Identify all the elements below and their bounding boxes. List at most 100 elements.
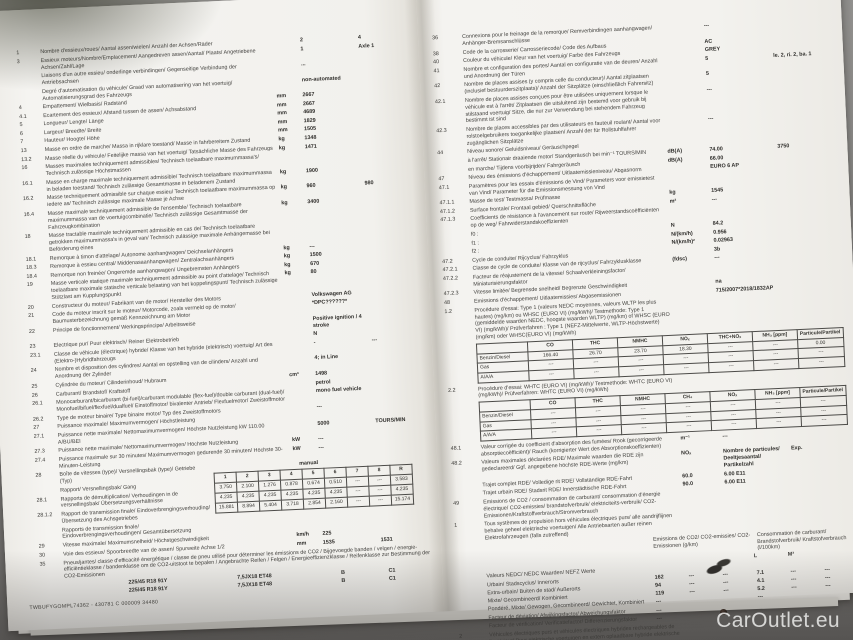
- row-value: 80: [310, 269, 317, 276]
- coc-page-left: 1 Nombre d'essieux/roues/ Aantal assen/wi…: [0, 0, 445, 632]
- row-value-2: Exp.: [790, 445, 803, 452]
- row-number: 28: [35, 472, 42, 480]
- row-number: 47: [438, 176, 445, 183]
- row-number: 38: [432, 50, 439, 57]
- row-value: non-automated: [301, 75, 341, 83]
- row-number: 48: [443, 299, 451, 307]
- row-number: 40: [433, 59, 440, 66]
- row-number: [438, 158, 468, 159]
- table-row-label: A/A/A: [480, 428, 532, 441]
- fuel-value: ---: [824, 574, 831, 581]
- row-number: 5: [19, 122, 23, 129]
- row-number: 4: [18, 105, 22, 112]
- row-unit: (fdsc): [672, 256, 688, 264]
- row-number: 27.4: [34, 457, 46, 464]
- row-unit: mm: [277, 127, 288, 134]
- row-number: 13: [20, 147, 27, 155]
- row-number: 7: [20, 139, 24, 146]
- row-value: 1535: [322, 538, 335, 546]
- row-number: 1.2: [444, 308, 453, 315]
- row-unit: [290, 388, 316, 389]
- row-number: 42: [434, 83, 441, 90]
- row-number: 47.2.3: [443, 290, 459, 298]
- row-number: 20: [27, 304, 34, 311]
- row-unit: dB(A): [667, 156, 683, 164]
- table-cell: 2.854: [303, 498, 326, 510]
- row-unit: mm: [277, 110, 288, 117]
- row-value-2: TOURS/MIN: [375, 416, 406, 425]
- row-number: 23: [29, 344, 36, 351]
- watermark-caroutlet: CarOutlet.eu: [716, 609, 840, 632]
- table-cell: ---: [798, 356, 845, 369]
- row-value: 5: [705, 55, 709, 62]
- row-number: 13.2: [20, 156, 32, 163]
- row-unit: mm: [277, 118, 288, 126]
- row-unit: 90.0: [682, 481, 694, 488]
- desk-dot: [720, 609, 727, 615]
- row-number: 47.2.2: [442, 275, 459, 283]
- co2-value: ---: [688, 580, 695, 588]
- row-number: 18.4: [26, 273, 38, 280]
- row-value: ---: [706, 86, 713, 93]
- row-value-2: le. 2, ri. 2, ba. 1: [773, 50, 812, 59]
- data-table: 1 2 3 4 5 6 7 8 R 3.750 2.100 1.276 0.878 0.674 0.510-…: [214, 464, 415, 514]
- co2-value: ---: [689, 589, 695, 596]
- table-cell: ---: [573, 366, 620, 379]
- row-number: 22: [28, 328, 36, 335]
- row-number: 26: [31, 392, 38, 399]
- row-number: 18.3: [25, 264, 37, 272]
- row-unit: [289, 380, 315, 381]
- row-number: 26.2: [32, 416, 44, 423]
- table-cell: ---: [753, 358, 799, 371]
- row-unit: [662, 39, 704, 41]
- row-unit: [673, 279, 715, 281]
- table-cell: ---: [531, 426, 577, 439]
- table-cell: ---: [528, 368, 575, 381]
- coc-page-right: 36 Connexions pour le freinage de la remo…: [415, 0, 853, 640]
- row-number: [452, 482, 482, 483]
- table-cell: ---: [369, 495, 392, 507]
- row-value-2: 980: [364, 180, 374, 187]
- table-cell: ---: [347, 496, 370, 508]
- row-unit: m²: [669, 198, 677, 205]
- row-unit: [276, 77, 302, 78]
- row-unit: [286, 300, 312, 301]
- co2-value: [724, 595, 758, 603]
- row-value: 960: [306, 183, 316, 190]
- row-number: 16.4: [23, 211, 35, 218]
- table-row-label: A/A/A: [477, 370, 530, 383]
- row-unit: [670, 205, 712, 207]
- row-unit: kg: [279, 168, 287, 176]
- gearbox-table-area: manual 1 2 3 4 5 6 7 8 R 3.750 2.100 1.276 0.878 0.67…: [213, 455, 434, 535]
- row-value: 1: [300, 45, 304, 52]
- fuel-column-header: Consommation de carburant/ Brandstofverb…: [756, 528, 847, 552]
- row-value-2: ---: [371, 337, 378, 344]
- row-unit: mm: [276, 101, 287, 109]
- row-value: mono fuel vehicle: [315, 386, 362, 395]
- row-number: [453, 491, 483, 492]
- row-value: ...: [300, 61, 306, 68]
- row-number: [442, 249, 472, 250]
- fuel-value: ---: [825, 582, 831, 590]
- row-unit: m⁻¹: [680, 434, 691, 442]
- row-unit: mm: [296, 540, 307, 547]
- row-unit: [683, 488, 725, 490]
- row-number: 28.1.2: [37, 512, 53, 519]
- row-unit: km/h: [296, 531, 310, 539]
- row-number: 41: [433, 67, 440, 75]
- row-value: ---: [707, 115, 714, 122]
- row-number: 42.3: [436, 127, 447, 135]
- table-cell: ---: [756, 416, 802, 429]
- fuel-value: [790, 558, 824, 566]
- row-unit: kg: [284, 261, 291, 269]
- row-number: 47.2: [442, 258, 453, 265]
- row-unit: 60.0: [682, 472, 693, 480]
- row-value-2: [790, 427, 853, 430]
- table-cell: ---: [801, 414, 848, 427]
- left-rows-section: 1 Nombre d'essieux/roues/ Aantal assen/wi…: [16, 32, 431, 471]
- row-unit: [285, 292, 311, 293]
- row-number: 4.1: [19, 113, 27, 120]
- row-number: [441, 240, 471, 241]
- row-unit: [274, 37, 300, 38]
